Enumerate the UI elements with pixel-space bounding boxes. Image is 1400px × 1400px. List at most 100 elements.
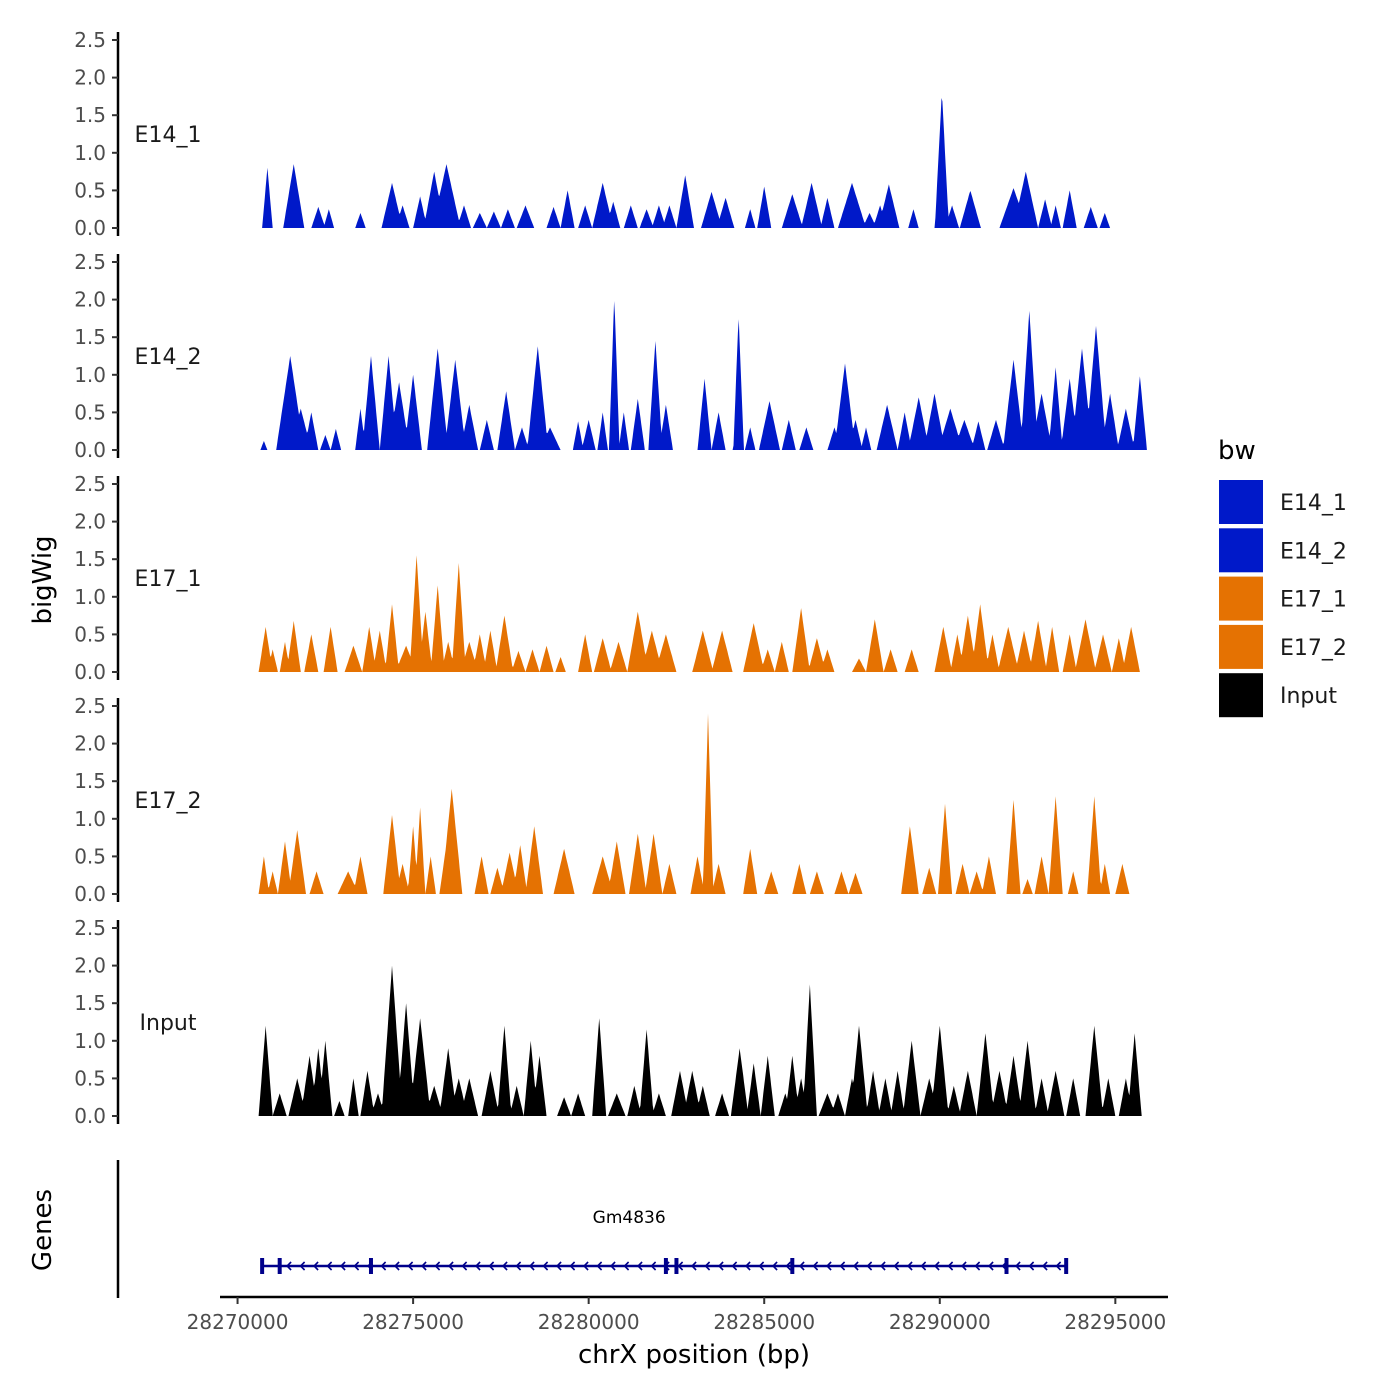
y-tick-label: 1.0 bbox=[74, 1029, 106, 1053]
signal-area bbox=[623, 205, 638, 228]
strand-arrow bbox=[353, 1261, 360, 1271]
strand-arrow bbox=[339, 1261, 346, 1271]
y-tick-label: 0.5 bbox=[74, 844, 106, 868]
strand-arrow bbox=[623, 1261, 630, 1271]
strand-arrow bbox=[650, 1261, 657, 1271]
strand-arrow bbox=[744, 1261, 751, 1271]
track-panels: 0.0 0.5 1.0 1.5 2.0 2.5 E14_1 0.0 0.5 1.0 1.5 2.0 2.… bbox=[74, 28, 1147, 1128]
strand-arrow bbox=[974, 1261, 981, 1271]
strand-arrow bbox=[461, 1261, 468, 1271]
signal-area bbox=[379, 356, 422, 450]
signal-area bbox=[760, 1055, 775, 1116]
signal-area bbox=[676, 175, 694, 228]
gene-label: Gm4836 bbox=[593, 1208, 666, 1228]
y-tick-label: 2.5 bbox=[74, 694, 106, 718]
signal-area bbox=[571, 1093, 586, 1116]
signal-area bbox=[969, 856, 996, 894]
strand-arrow bbox=[1041, 1261, 1048, 1271]
y-tick-label: 0.5 bbox=[74, 622, 106, 646]
strand-arrow bbox=[947, 1261, 954, 1271]
signal-area bbox=[627, 1029, 666, 1116]
legend-label: Input bbox=[1280, 684, 1337, 709]
y-tick-label: 2.0 bbox=[74, 732, 106, 756]
y-tick-label: 0.0 bbox=[74, 882, 106, 906]
y-tick-label: 0.0 bbox=[74, 216, 106, 240]
signal-area bbox=[1067, 871, 1079, 894]
signal-area bbox=[920, 1025, 977, 1116]
y-tick-label: 2.0 bbox=[74, 510, 106, 534]
strand-arrow bbox=[474, 1261, 481, 1271]
genes-axis-title: Genes bbox=[28, 1189, 58, 1271]
y-tick-label: 0.0 bbox=[74, 438, 106, 462]
signal-area bbox=[778, 984, 817, 1116]
signal-area bbox=[560, 190, 575, 228]
signal-area bbox=[934, 98, 960, 228]
signal-area bbox=[555, 657, 566, 672]
y-tick-label: 1.0 bbox=[74, 363, 106, 387]
y-tick-label: 2.0 bbox=[74, 954, 106, 978]
y-tick-label: 2.5 bbox=[74, 916, 106, 940]
signal-area bbox=[262, 167, 273, 228]
signal-area bbox=[1022, 879, 1033, 894]
y-tick-label: 1.0 bbox=[74, 807, 106, 831]
strand-arrow bbox=[528, 1261, 535, 1271]
track-label: E14_2 bbox=[135, 345, 202, 370]
signal-area bbox=[630, 398, 645, 450]
signal-area bbox=[809, 871, 824, 894]
y-tick-label: 1.5 bbox=[74, 103, 106, 127]
track-label: E17_1 bbox=[135, 567, 202, 592]
signal-area bbox=[743, 848, 758, 894]
signal-area bbox=[348, 1078, 359, 1116]
signal-area bbox=[1066, 1078, 1081, 1116]
signal-area bbox=[1038, 199, 1061, 228]
strand-arrow bbox=[852, 1261, 859, 1271]
signal-area bbox=[627, 611, 677, 672]
track-panel-input: 0.0 0.5 1.0 1.5 2.0 2.5 Input bbox=[74, 916, 1142, 1128]
signal-area bbox=[490, 826, 543, 894]
signal-area bbox=[671, 1070, 710, 1116]
signal-area bbox=[1115, 863, 1130, 894]
strand-arrow bbox=[609, 1261, 616, 1271]
legend-title: bw bbox=[1218, 436, 1256, 466]
legend-label: E17_1 bbox=[1280, 588, 1347, 613]
signal-area bbox=[955, 863, 970, 894]
signal-area bbox=[922, 867, 937, 894]
signal-area bbox=[500, 209, 515, 228]
x-axis: 28270000 28275000 28280000 28285000 28290000… bbox=[187, 1295, 1168, 1334]
track-label: Input bbox=[140, 1011, 197, 1036]
signal-area bbox=[1062, 190, 1077, 228]
signal-area bbox=[525, 649, 540, 672]
signal-area bbox=[288, 1040, 333, 1116]
signal-area bbox=[413, 164, 471, 228]
signal-area bbox=[277, 830, 306, 894]
x-tick-label: 28295000 bbox=[1064, 1310, 1166, 1334]
signal-area bbox=[276, 356, 319, 450]
strand-arrow bbox=[434, 1261, 441, 1271]
y-tick-label: 0.5 bbox=[74, 178, 106, 202]
strand-arrow bbox=[906, 1261, 913, 1271]
signal-area bbox=[629, 833, 663, 894]
strand-arrow bbox=[596, 1261, 603, 1271]
strand-arrow bbox=[758, 1261, 765, 1271]
strand-arrow bbox=[866, 1261, 873, 1271]
signal-area bbox=[897, 393, 986, 450]
signal-area bbox=[781, 182, 835, 228]
genes-panel: Gm4836 bbox=[116, 1160, 1069, 1298]
strand-arrow bbox=[542, 1261, 549, 1271]
signal-area bbox=[283, 164, 305, 228]
signal-area bbox=[516, 205, 535, 228]
strand-arrow bbox=[677, 1261, 684, 1271]
signal-area bbox=[497, 391, 515, 450]
strand-arrow bbox=[393, 1261, 400, 1271]
strand-arrow bbox=[515, 1261, 522, 1271]
signal-area bbox=[330, 428, 342, 450]
strand-arrow bbox=[825, 1261, 832, 1271]
signal-area bbox=[553, 848, 575, 894]
strand-arrow bbox=[407, 1261, 414, 1271]
signal-area bbox=[792, 863, 807, 894]
signal-area bbox=[757, 186, 772, 228]
signal-area bbox=[479, 419, 494, 450]
signal-area bbox=[764, 871, 779, 894]
strand-arrow bbox=[987, 1261, 994, 1271]
